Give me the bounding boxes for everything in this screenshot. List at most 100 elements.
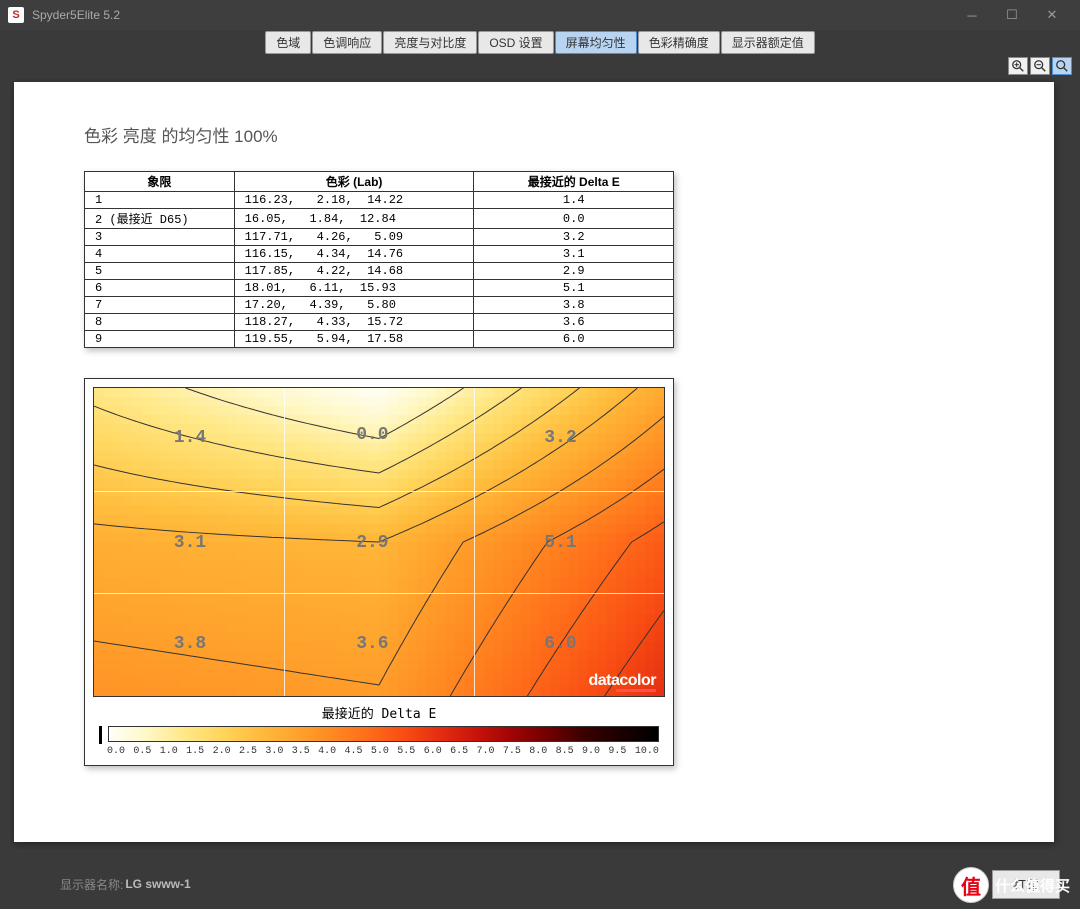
cell-quadrant: 6 xyxy=(85,280,235,297)
cell-quadrant: 3 xyxy=(85,229,235,246)
monitor-name-value: LG swww-1 xyxy=(125,877,190,891)
cell-delta-e: 3.6 xyxy=(474,314,674,331)
legend-tick: 1.0 xyxy=(160,746,178,757)
legend-title: 最接近的 Delta E xyxy=(93,703,665,722)
cell-quadrant: 2 (最接近 D65) xyxy=(85,209,235,229)
cell-lab: 17.20, 4.39, 5.80 xyxy=(234,297,474,314)
cell-delta-e: 3.8 xyxy=(474,297,674,314)
tab-4[interactable]: 屏幕均匀性 xyxy=(555,31,637,54)
tab-6[interactable]: 显示器额定值 xyxy=(721,31,815,54)
legend-tick: 3.5 xyxy=(292,746,310,757)
cell-delta-e: 2.9 xyxy=(474,263,674,280)
page-title: 色彩 亮度 的均匀性 100% xyxy=(84,122,984,147)
zoom-in-button[interactable] xyxy=(1008,57,1028,75)
legend-tick: 6.5 xyxy=(450,746,468,757)
window-title: Spyder5Elite 5.2 xyxy=(32,8,120,22)
table-row: 618.01, 6.11, 15.935.1 xyxy=(85,280,674,297)
heatmap-value-label: 3.8 xyxy=(174,634,206,654)
zoom-fit-button[interactable] xyxy=(1052,57,1072,75)
cell-lab: 117.71, 4.26, 5.09 xyxy=(234,229,474,246)
datacolor-bar xyxy=(616,689,656,692)
scroll-container[interactable]: 色彩 亮度 的均匀性 100% 象限 色彩 (Lab) 最接近的 Delta E… xyxy=(10,78,1070,849)
legend-bar-wrap xyxy=(93,726,665,744)
tab-0[interactable]: 色域 xyxy=(265,31,311,54)
heatmap-value-label: 3.1 xyxy=(174,533,206,553)
titlebar: S Spyder5Elite 5.2 ─ ☐ ✕ xyxy=(0,0,1080,30)
legend-ticks: 0.00.51.01.52.02.53.03.54.04.55.05.56.06… xyxy=(93,746,665,757)
cell-quadrant: 7 xyxy=(85,297,235,314)
zoom-out-button[interactable] xyxy=(1030,57,1050,75)
legend-tick: 9.5 xyxy=(608,746,626,757)
uniformity-table: 象限 色彩 (Lab) 最接近的 Delta E 1116.23, 2.18, … xyxy=(84,171,674,348)
report-page: 色彩 亮度 的均匀性 100% 象限 色彩 (Lab) 最接近的 Delta E… xyxy=(14,82,1054,842)
cell-delta-e: 0.0 xyxy=(474,209,674,229)
table-row: 3117.71, 4.26, 5.093.2 xyxy=(85,229,674,246)
header-lab: 色彩 (Lab) xyxy=(234,172,474,192)
legend-tick: 1.5 xyxy=(186,746,204,757)
legend-tick: 8.0 xyxy=(529,746,547,757)
close-button[interactable]: ✕ xyxy=(1032,0,1072,30)
datacolor-logo: datacolor xyxy=(588,672,656,690)
legend-tick: 8.5 xyxy=(556,746,574,757)
table-row: 8118.27, 4.33, 15.723.6 xyxy=(85,314,674,331)
maximize-button[interactable]: ☐ xyxy=(992,0,1032,30)
cell-delta-e: 6.0 xyxy=(474,331,674,348)
heatmap-value-label: 2.9 xyxy=(356,533,388,553)
cell-lab: 116.15, 4.34, 14.76 xyxy=(234,246,474,263)
minimize-button[interactable]: ─ xyxy=(952,0,992,30)
watermark-circle: 值 xyxy=(953,867,989,903)
table-row: 717.20, 4.39, 5.803.8 xyxy=(85,297,674,314)
legend-tick: 4.0 xyxy=(318,746,336,757)
table-row: 1116.23, 2.18, 14.221.4 xyxy=(85,192,674,209)
heatmap-value-label: 5.1 xyxy=(544,533,576,553)
table-row: 2 (最接近 D65)16.05, 1.84, 12.840.0 xyxy=(85,209,674,229)
zoom-out-icon xyxy=(1033,59,1047,73)
header-quadrant: 象限 xyxy=(85,172,235,192)
zoom-fit-icon xyxy=(1055,59,1069,73)
tab-3[interactable]: OSD 设置 xyxy=(478,31,553,54)
tab-2[interactable]: 亮度与对比度 xyxy=(383,31,477,54)
cell-lab: 118.27, 4.33, 15.72 xyxy=(234,314,474,331)
cell-quadrant: 9 xyxy=(85,331,235,348)
legend-tick: 7.5 xyxy=(503,746,521,757)
legend-tick: 9.0 xyxy=(582,746,600,757)
heatmap-value-label: 1.4 xyxy=(174,428,206,448)
cell-delta-e: 3.1 xyxy=(474,246,674,263)
heatmap-grid-h xyxy=(94,491,664,492)
watermark: 值 什么值得买 xyxy=(953,867,1070,903)
heatmap-value-label: 0.0 xyxy=(356,425,388,445)
cell-lab: 119.55, 5.94, 17.58 xyxy=(234,331,474,348)
legend-tick: 3.0 xyxy=(265,746,283,757)
app-window: S Spyder5Elite 5.2 ─ ☐ ✕ 色域色调响应亮度与对比度OSD… xyxy=(0,0,1080,909)
cell-quadrant: 1 xyxy=(85,192,235,209)
legend-tick: 0.5 xyxy=(133,746,151,757)
content-area: 色彩 亮度 的均匀性 100% 象限 色彩 (Lab) 最接近的 Delta E… xyxy=(0,78,1080,859)
cell-delta-e: 1.4 xyxy=(474,192,674,209)
zoom-toolbar xyxy=(0,54,1080,78)
heatmap-container: 1.40.03.23.12.95.13.83.66.0datacolor 最接近… xyxy=(84,378,674,766)
heatmap-value-label: 6.0 xyxy=(544,634,576,654)
cell-lab: 16.05, 1.84, 12.84 xyxy=(234,209,474,229)
footer: 显示器名称: LG swww-1 打印 xyxy=(0,859,1080,909)
heatmap-grid-v xyxy=(474,388,475,696)
cell-quadrant: 4 xyxy=(85,246,235,263)
header-delta-e: 最接近的 Delta E xyxy=(474,172,674,192)
cell-lab: 117.85, 4.22, 14.68 xyxy=(234,263,474,280)
tab-1[interactable]: 色调响应 xyxy=(312,31,382,54)
cell-delta-e: 3.2 xyxy=(474,229,674,246)
monitor-name-label: 显示器名称: xyxy=(60,876,123,893)
table-row: 4116.15, 4.34, 14.763.1 xyxy=(85,246,674,263)
legend-tick: 2.0 xyxy=(213,746,231,757)
cell-quadrant: 5 xyxy=(85,263,235,280)
heatmap: 1.40.03.23.12.95.13.83.66.0datacolor xyxy=(93,387,665,697)
watermark-text: 什么值得买 xyxy=(995,875,1070,896)
legend-tick: 0.0 xyxy=(107,746,125,757)
heatmap-grid-h xyxy=(94,593,664,594)
heatmap-value-label: 3.2 xyxy=(544,428,576,448)
cell-lab: 116.23, 2.18, 14.22 xyxy=(234,192,474,209)
table-header-row: 象限 色彩 (Lab) 最接近的 Delta E xyxy=(85,172,674,192)
legend-tick: 6.0 xyxy=(424,746,442,757)
legend-mark xyxy=(99,726,102,744)
tab-5[interactable]: 色彩精确度 xyxy=(638,31,720,54)
cell-quadrant: 8 xyxy=(85,314,235,331)
